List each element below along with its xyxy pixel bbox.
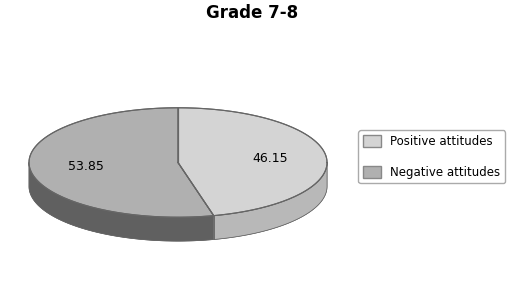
Polygon shape xyxy=(29,162,327,241)
Polygon shape xyxy=(178,108,327,216)
Polygon shape xyxy=(214,162,327,239)
Polygon shape xyxy=(29,108,214,217)
Text: 53.85: 53.85 xyxy=(68,160,104,173)
Legend: Positive attitudes, Negative attitudes: Positive attitudes, Negative attitudes xyxy=(358,130,505,184)
Title: Grade 7-8: Grade 7-8 xyxy=(206,4,299,22)
Polygon shape xyxy=(29,162,214,241)
Text: 46.15: 46.15 xyxy=(252,152,287,165)
